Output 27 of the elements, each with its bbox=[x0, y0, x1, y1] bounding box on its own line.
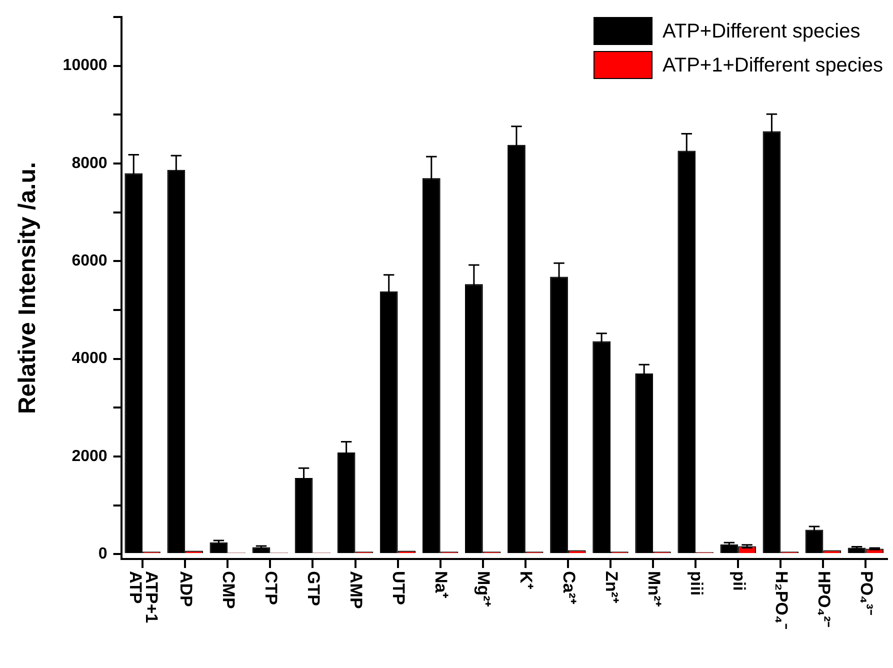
x-tick-label: Mn²⁺ bbox=[644, 571, 664, 608]
x-tick-label: Zn²⁺ bbox=[602, 571, 621, 604]
y-tick-label: 8000 bbox=[72, 154, 108, 172]
x-tick-label: piii bbox=[686, 571, 706, 596]
x-tick-label: CMP bbox=[218, 571, 238, 609]
x-tick-label: Mg²⁺ bbox=[474, 571, 494, 608]
x-tick-label: K⁺ bbox=[516, 571, 536, 590]
x-tick-label: HPO₄²⁻ bbox=[814, 571, 834, 628]
x-tick-label: ADP bbox=[176, 571, 196, 607]
y-tick-label: 6000 bbox=[72, 252, 108, 270]
x-tick-label: AMP bbox=[346, 571, 366, 609]
y-tick-label: 4000 bbox=[72, 350, 108, 368]
legend-label: ATP+Different species bbox=[662, 20, 860, 43]
x-tick-label: ATP+1 ATP bbox=[126, 571, 161, 624]
x-tick-label: pii bbox=[729, 571, 748, 591]
x-tick-label: GTP bbox=[304, 571, 324, 606]
x-tick-label: PO₄³⁻ bbox=[857, 571, 876, 616]
x-tick-label: CTP bbox=[261, 571, 280, 605]
y-tick-label: 10000 bbox=[62, 57, 108, 74]
y-tick-label: 0 bbox=[98, 546, 108, 563]
x-tick-label: Ca²⁺ bbox=[559, 571, 578, 604]
x-tick-label: UTP bbox=[389, 571, 408, 605]
x-tick-label: Na⁺ bbox=[432, 571, 451, 599]
x-tick-label: H₂PO₄⁻ bbox=[772, 571, 791, 630]
y-axis-title: Relative Intensity /a.u. bbox=[14, 162, 42, 414]
y-tick-label: 2000 bbox=[72, 448, 108, 465]
legend-label: ATP+1+Different species bbox=[662, 54, 884, 77]
